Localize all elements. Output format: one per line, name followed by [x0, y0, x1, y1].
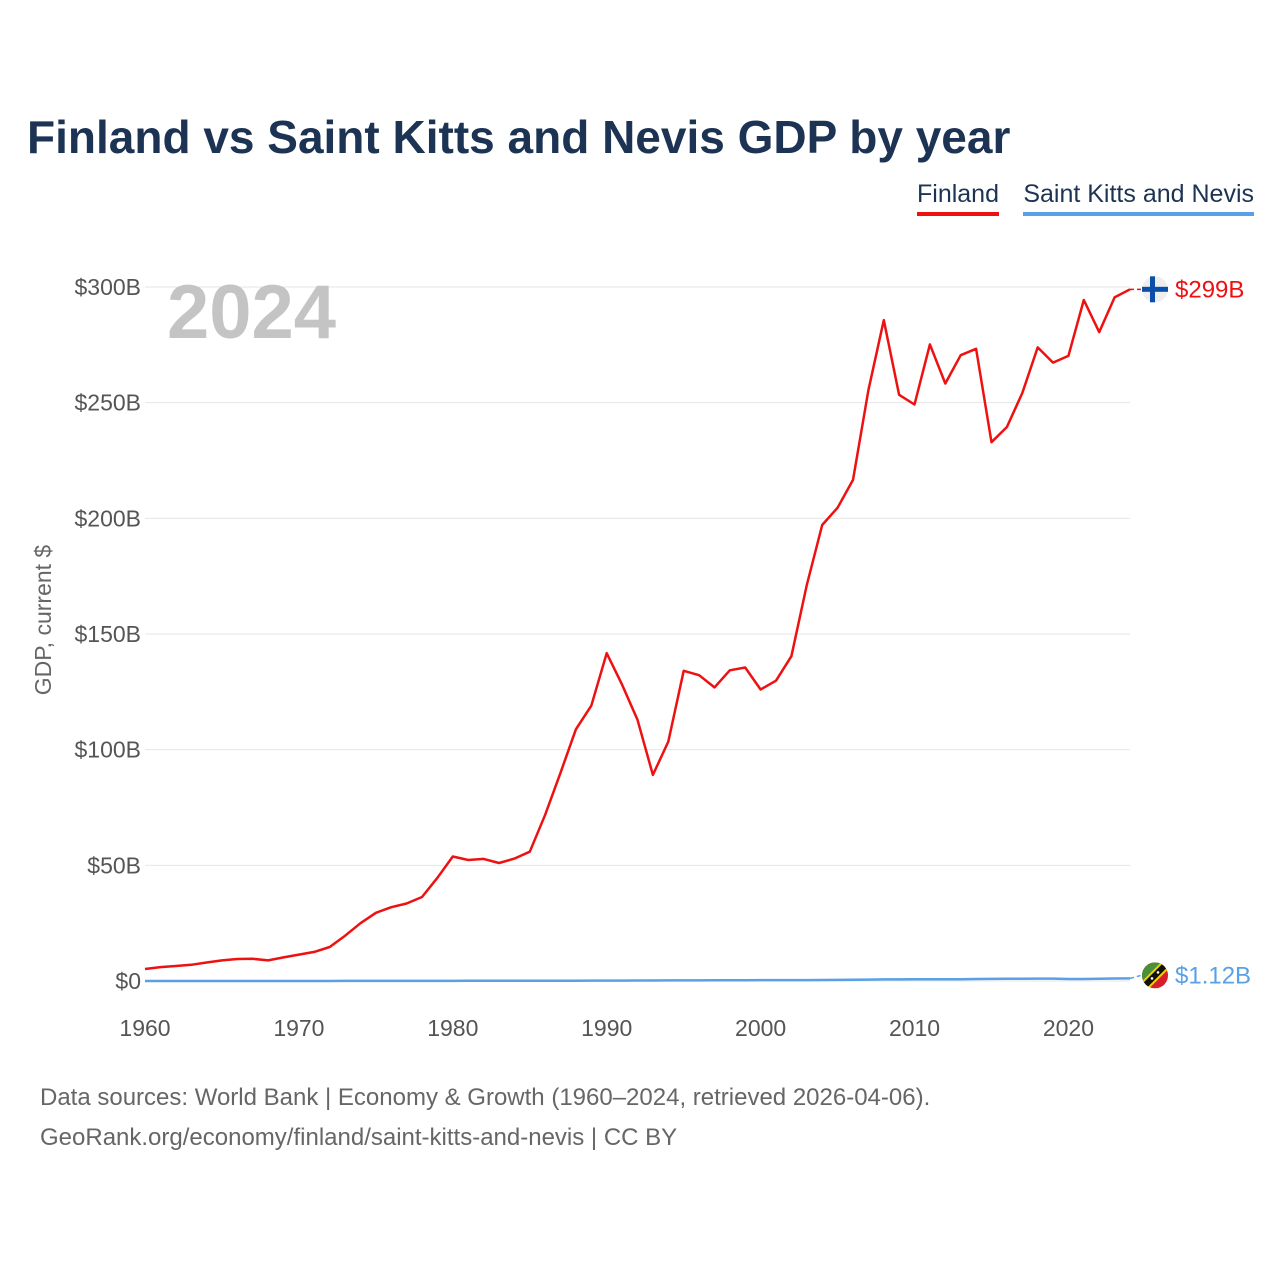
y-tick-label: $0 [115, 968, 141, 994]
legend-item-saint-kitts-and-nevis[interactable]: Saint Kitts and Nevis [1023, 180, 1254, 216]
x-tick-label: 1960 [119, 1015, 170, 1041]
flag-star [1156, 971, 1160, 974]
end-connector [1129, 974, 1142, 980]
finland-flag-icon [1142, 276, 1168, 303]
x-tick-label: 2020 [1043, 1015, 1094, 1041]
x-axis: 1960 1970 1980 1990 2000 2010 2020 [119, 1015, 1094, 1041]
series-line-saint-kitts-and-nevis[interactable] [145, 977, 1131, 983]
series-lines [144, 288, 1131, 983]
series-end-label: $299B [1175, 276, 1244, 303]
footer-source: Data sources: World Bank | Economy & Gro… [40, 1084, 931, 1111]
y-axis: $0 $50B $100B $150B $200B $250B $300B [74, 274, 141, 994]
x-tick-label: 2010 [889, 1015, 940, 1041]
x-tick-label: 2000 [735, 1015, 786, 1041]
y-tick-label: $50B [87, 852, 141, 878]
y-tick-label: $250B [74, 390, 141, 416]
current-year-label: 2024 [167, 270, 336, 355]
footer-credit: GeoRank.org/economy/finland/saint-kitts-… [40, 1124, 678, 1151]
y-tick-label: $300B [74, 274, 141, 300]
y-tick-label: $150B [74, 621, 141, 647]
y-tick-label: $100B [74, 737, 141, 763]
x-tick-label: 1970 [273, 1015, 324, 1041]
x-tick-label: 1990 [581, 1015, 632, 1041]
y-axis-title: GDP, current $ [30, 545, 56, 696]
x-tick-label: 1980 [427, 1015, 478, 1041]
legend-item-finland[interactable]: Finland [917, 180, 999, 216]
series-end-label: $1.12B [1175, 962, 1251, 989]
series-end-markers: $299B $1.12B [1129, 276, 1251, 989]
y-tick-label: $200B [74, 505, 141, 531]
flag-star [1150, 977, 1154, 980]
chart-title: Finland vs Saint Kitts and Nevis GDP by … [27, 111, 1011, 163]
flag-cross-vertical [1150, 276, 1155, 303]
saint-kitts-and-nevis-flag-icon [1142, 962, 1168, 989]
series-line-finland[interactable] [144, 288, 1131, 971]
